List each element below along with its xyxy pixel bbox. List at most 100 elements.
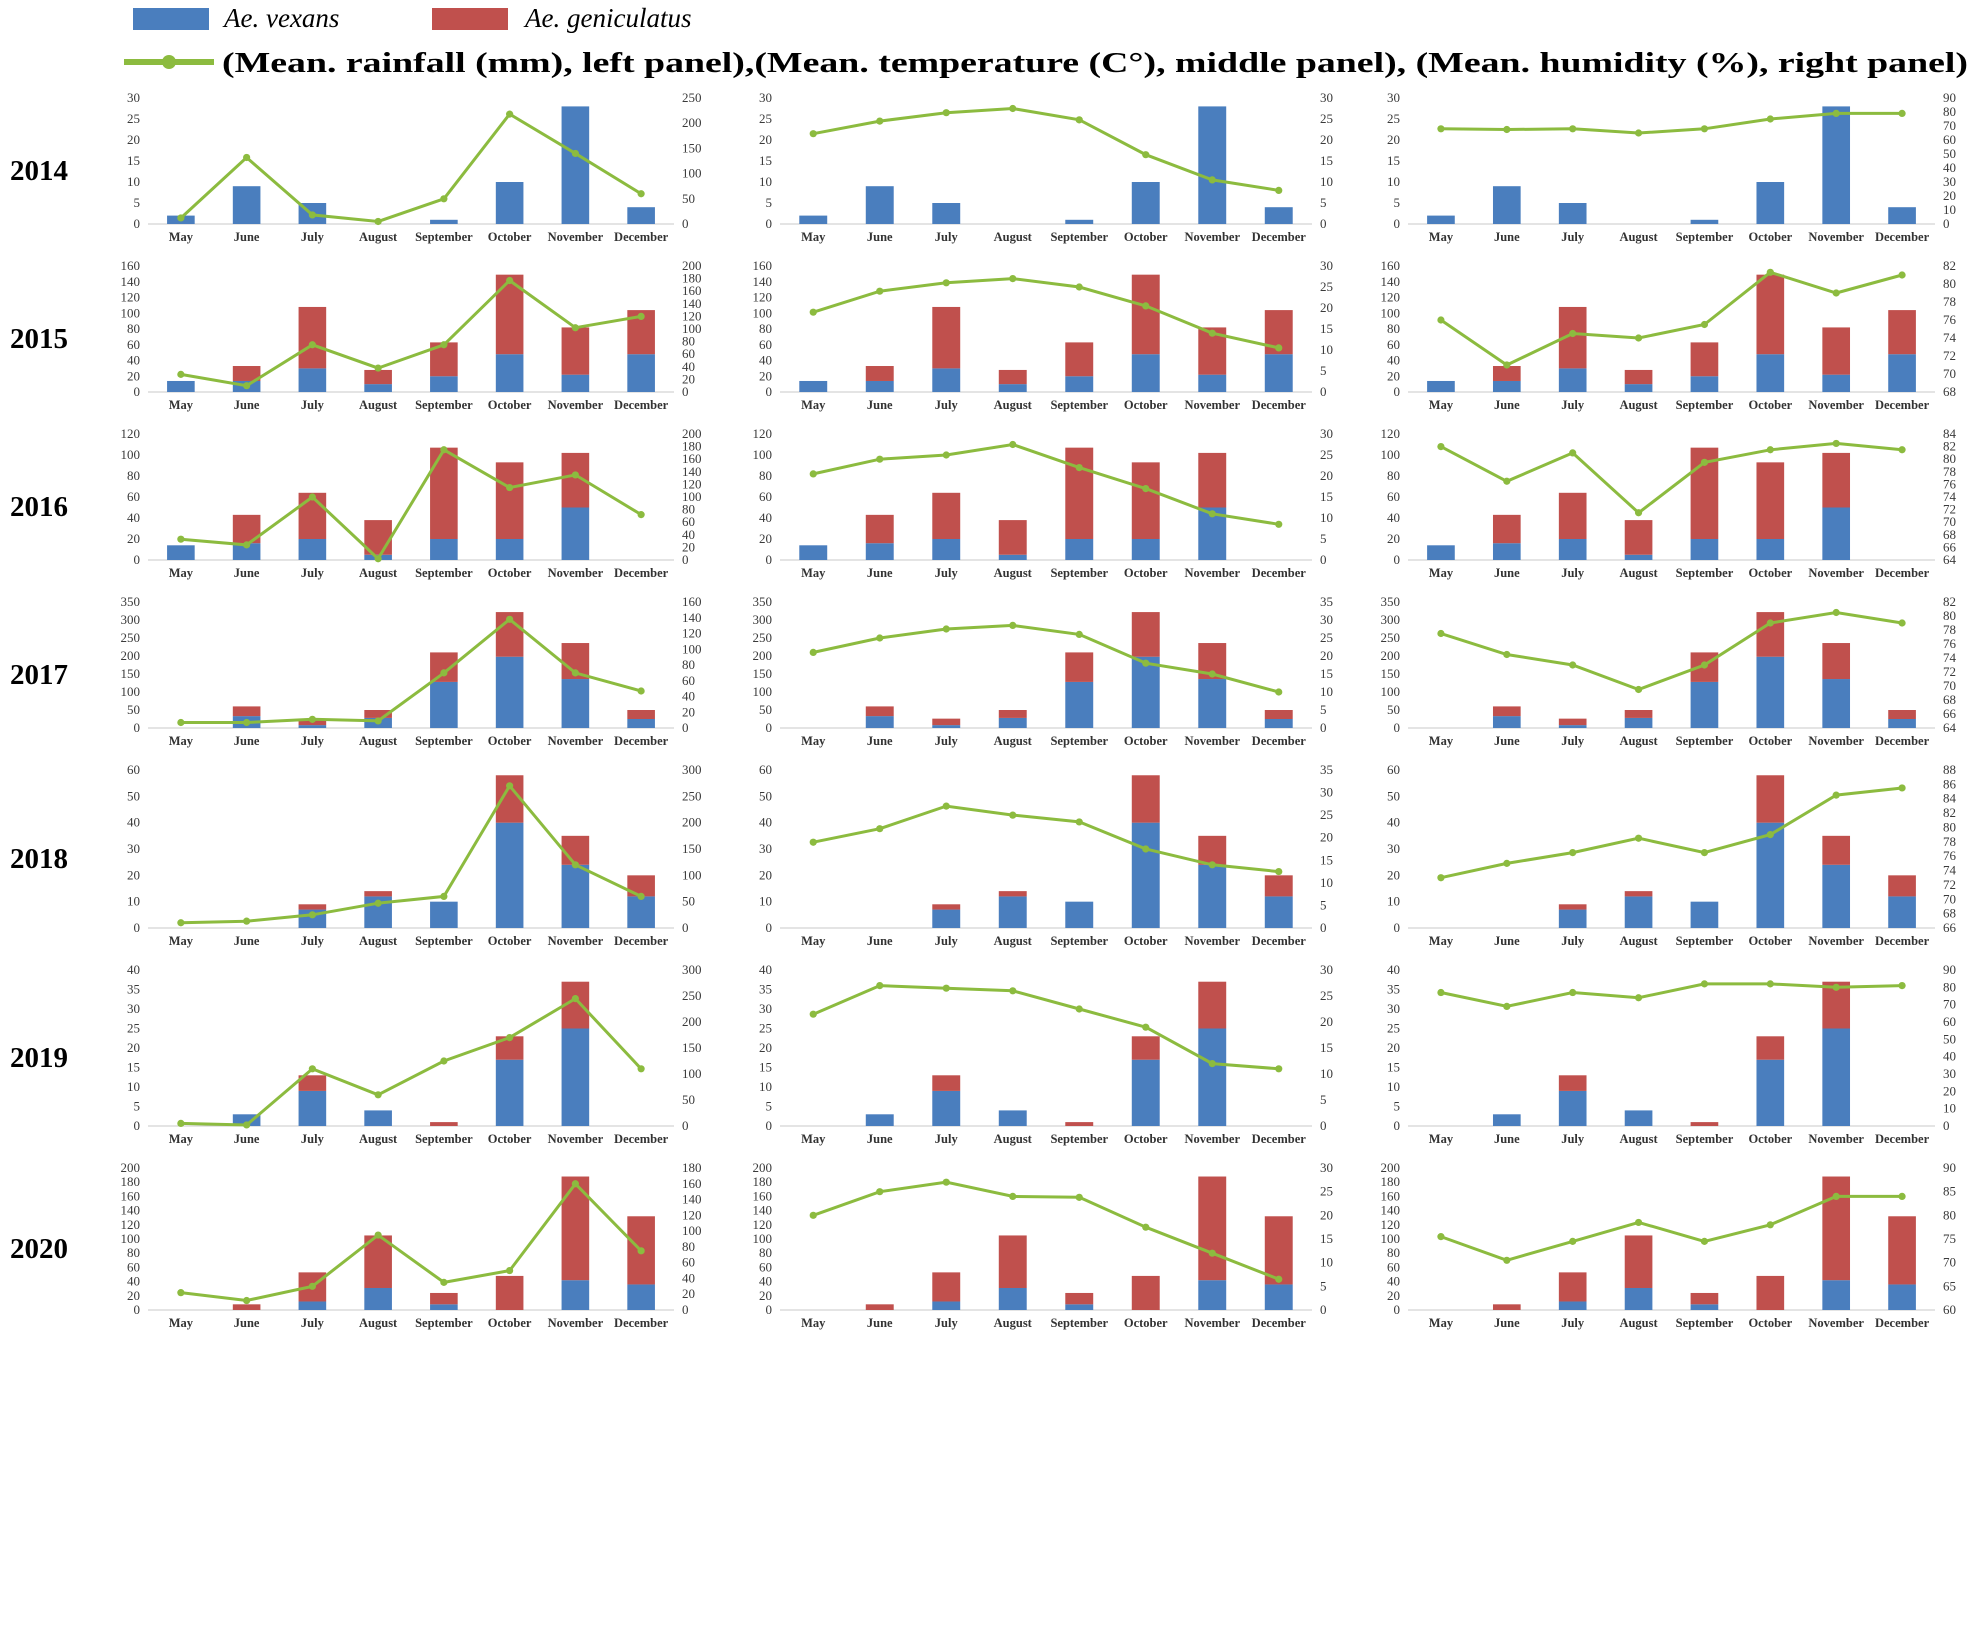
right-axis-tick: 74 bbox=[1943, 863, 1957, 878]
bar-geniculatus bbox=[998, 891, 1027, 897]
bar-vexans bbox=[627, 207, 655, 224]
bar-vexans bbox=[430, 376, 458, 392]
month-label: December bbox=[614, 230, 669, 244]
left-axis-tick: 60 bbox=[759, 1259, 772, 1274]
right-axis-tick: 20 bbox=[1320, 300, 1333, 315]
series-line-rainfall bbox=[180, 447, 642, 562]
month-label: June bbox=[867, 566, 893, 580]
right-axis-tick: 80 bbox=[682, 334, 695, 349]
chart-2015-humidity: 0204060801001201401606870727476788082May… bbox=[1381, 258, 1957, 412]
bar-geniculatus bbox=[1624, 891, 1653, 897]
month-label: November bbox=[548, 734, 604, 748]
month-label: September bbox=[1676, 734, 1734, 748]
month-label: September bbox=[1676, 934, 1734, 948]
month-label: September bbox=[415, 734, 473, 748]
year-row-2016: 2016020406080100120020406080100120140160… bbox=[10, 426, 1957, 580]
left-axis-tick: 100 bbox=[121, 684, 141, 699]
bar-vexans bbox=[298, 1301, 327, 1310]
line-point-rainfall bbox=[308, 493, 316, 501]
line-point-humidity bbox=[1437, 316, 1445, 324]
chart-2020-rainfall: 0204060801001201401601802000204060801001… bbox=[121, 1160, 702, 1330]
bar-vexans bbox=[998, 554, 1027, 560]
line-point-humidity bbox=[1766, 1221, 1774, 1229]
left-axis-tick: 20 bbox=[127, 1288, 140, 1303]
left-axis-tick: 50 bbox=[1387, 788, 1400, 803]
left-axis-tick: 15 bbox=[127, 1060, 140, 1075]
right-axis-tick: 80 bbox=[1943, 1207, 1956, 1222]
bar-geniculatus bbox=[1822, 327, 1851, 375]
bar-geniculatus bbox=[1065, 342, 1094, 377]
bar-vexans bbox=[1690, 219, 1719, 224]
chart-2018-rainfall: 0 10 20 30 40 50 60 0 50 100 150 200 250 300 May June Ju… bbox=[127, 762, 702, 948]
left-axis-tick: 140 bbox=[1381, 1203, 1401, 1218]
bar-geniculatus bbox=[932, 306, 961, 369]
line-point-rainfall bbox=[440, 669, 448, 677]
bar-vexans bbox=[1756, 656, 1785, 728]
line-point-humidity bbox=[1503, 477, 1511, 485]
year-label: 2020 bbox=[10, 1233, 68, 1265]
line-point-rainfall bbox=[571, 1180, 579, 1188]
line-point-rainfall bbox=[243, 917, 251, 925]
right-axis-tick: 0 bbox=[1943, 1118, 1950, 1133]
left-axis-tick: 80 bbox=[1387, 321, 1400, 336]
right-axis-tick: 82 bbox=[1943, 594, 1956, 609]
month-label: November bbox=[548, 398, 604, 412]
bar-geniculatus bbox=[1690, 1292, 1719, 1305]
left-axis-tick: 50 bbox=[1387, 702, 1400, 717]
right-axis-tick: 74 bbox=[1943, 489, 1957, 504]
line-point-rainfall bbox=[637, 687, 645, 695]
line-point-temperature bbox=[1075, 116, 1083, 124]
right-axis-tick: 15 bbox=[1320, 1231, 1333, 1246]
left-axis-tick: 60 bbox=[1387, 1259, 1400, 1274]
chart-2017-temperature: 0 50 100 150 200 250 300 350 0 5 10 15 20 25 30 35 May Ju… bbox=[753, 594, 1334, 748]
series-line-humidity bbox=[1440, 1194, 1903, 1262]
month-label: August bbox=[1619, 398, 1658, 412]
right-axis-tick: 64 bbox=[1943, 552, 1957, 567]
left-axis-tick: 120 bbox=[1381, 290, 1401, 305]
right-axis-tick: 60 bbox=[1943, 1302, 1956, 1317]
left-axis-tick: 100 bbox=[1381, 684, 1401, 699]
bar-geniculatus bbox=[1198, 981, 1227, 1029]
right-axis-tick: 68 bbox=[1943, 384, 1956, 399]
bar-vexans bbox=[1065, 539, 1094, 560]
left-axis-tick: 20 bbox=[1387, 1288, 1400, 1303]
month-label: September bbox=[415, 398, 473, 412]
line-point-rainfall bbox=[308, 911, 316, 919]
bar-vexans bbox=[1131, 822, 1160, 928]
bar-vexans bbox=[1624, 554, 1653, 560]
month-label: July bbox=[301, 1132, 325, 1146]
bar-geniculatus bbox=[1264, 875, 1293, 897]
line-point-rainfall bbox=[571, 861, 579, 869]
left-axis-tick: 40 bbox=[127, 815, 140, 830]
year-label: 2016 bbox=[10, 491, 68, 523]
right-axis-tick: 15 bbox=[1320, 153, 1333, 168]
left-axis-tick: 40 bbox=[127, 1274, 140, 1289]
right-axis-tick: 0 bbox=[682, 1302, 689, 1317]
bar-vexans bbox=[1558, 539, 1587, 560]
line-point-rainfall bbox=[243, 541, 251, 549]
left-axis-tick: 80 bbox=[127, 468, 140, 483]
line-point-rainfall bbox=[440, 446, 448, 454]
month-label: October bbox=[1748, 230, 1792, 244]
left-axis-tick: 40 bbox=[1387, 353, 1400, 368]
left-axis-tick: 100 bbox=[753, 305, 773, 320]
month-label: October bbox=[488, 230, 532, 244]
bar-vexans bbox=[364, 1287, 392, 1310]
month-label: October bbox=[1748, 1132, 1792, 1146]
line-point-humidity bbox=[1700, 458, 1709, 466]
right-axis-tick: 35 bbox=[1320, 762, 1333, 777]
right-axis-tick: 250 bbox=[682, 788, 702, 803]
left-axis-tick: 60 bbox=[759, 337, 772, 352]
month-label: June bbox=[1494, 1132, 1520, 1146]
line-point-humidity bbox=[1569, 848, 1577, 857]
month-label: May bbox=[801, 734, 826, 748]
left-axis-tick: 10 bbox=[127, 894, 140, 909]
line-point-temperature bbox=[1275, 1065, 1283, 1073]
bar-geniculatus bbox=[232, 366, 261, 381]
month-label: November bbox=[1184, 1132, 1240, 1146]
left-axis-tick: 20 bbox=[127, 867, 140, 882]
bar-vexans bbox=[799, 215, 828, 224]
line-point-humidity bbox=[1437, 1233, 1445, 1241]
month-label: June bbox=[234, 230, 260, 244]
right-axis-tick: 0 bbox=[1320, 384, 1327, 399]
